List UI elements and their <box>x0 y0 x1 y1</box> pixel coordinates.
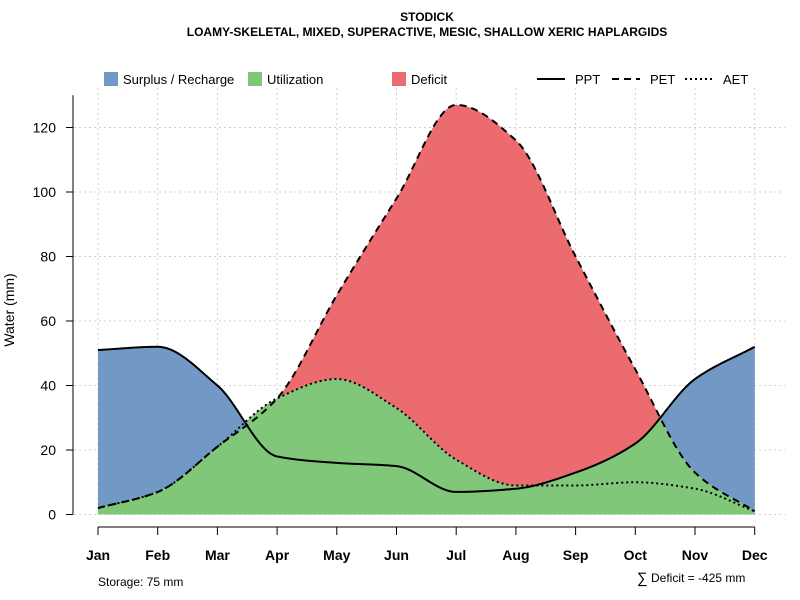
y-tick-label: 100 <box>33 184 57 200</box>
x-tick-label-nov: Nov <box>682 547 709 563</box>
x-tick-label-mar: Mar <box>205 547 230 563</box>
area-fills <box>98 104 755 515</box>
legend-swatch-2 <box>392 72 406 86</box>
x-tick-label-may: May <box>323 547 350 563</box>
legend-label: PET <box>650 72 675 87</box>
surplus-area <box>98 104 755 512</box>
utilization-area <box>98 418 755 515</box>
legend-label: Surplus / Recharge <box>123 72 234 87</box>
legend-swatch-1 <box>248 72 262 86</box>
deficit-area <box>98 104 755 512</box>
chart-title: STODICK <box>400 10 454 24</box>
x-tick-label-feb: Feb <box>145 547 170 563</box>
legend: Surplus / Recharge Utilization Deficit PPT P… <box>104 72 748 87</box>
legend-label: PPT <box>575 72 600 87</box>
y-axis-label: Water (mm) <box>1 273 17 346</box>
legend-swatch-0 <box>104 72 118 86</box>
x-tick-label-oct: Oct <box>624 547 648 563</box>
pet-line <box>97 103 756 513</box>
series-lines <box>97 103 756 513</box>
legend-label: AET <box>723 72 748 87</box>
storage-annotation: Storage: 75 mm <box>98 575 183 589</box>
y-tick-label: 0 <box>48 507 56 523</box>
chart-subtitle: LOAMY-SKELETAL, MIXED, SUPERACTIVE, MESI… <box>187 25 667 39</box>
y-tick-label: 60 <box>40 313 56 329</box>
x-tick-label-sep: Sep <box>563 547 589 563</box>
x-tick-label-apr: Apr <box>265 547 290 563</box>
y-tick-label: 120 <box>33 120 57 136</box>
legend-label: Utilization <box>267 72 323 87</box>
x-tick-label-jul: Jul <box>446 547 466 563</box>
x-tick-label-aug: Aug <box>502 547 529 563</box>
x-tick-label-jan: Jan <box>86 547 110 563</box>
y-tick-label: 20 <box>40 442 56 458</box>
y-tick-label: 40 <box>40 378 56 394</box>
ppt-line <box>97 345 756 493</box>
sum-icon: ∑ <box>637 570 648 587</box>
x-tick-label-dec: Dec <box>742 547 768 563</box>
x-tick-label-jun: Jun <box>384 547 409 563</box>
y-tick-label: 80 <box>40 249 56 265</box>
axes: 0 20 40 60 80 100 120 Jan Feb Mar Apr May Jun Jul Aug S… <box>33 95 768 563</box>
deficit-annotation: Deficit = -425 mm <box>651 571 745 585</box>
legend-label: Deficit <box>411 72 448 87</box>
